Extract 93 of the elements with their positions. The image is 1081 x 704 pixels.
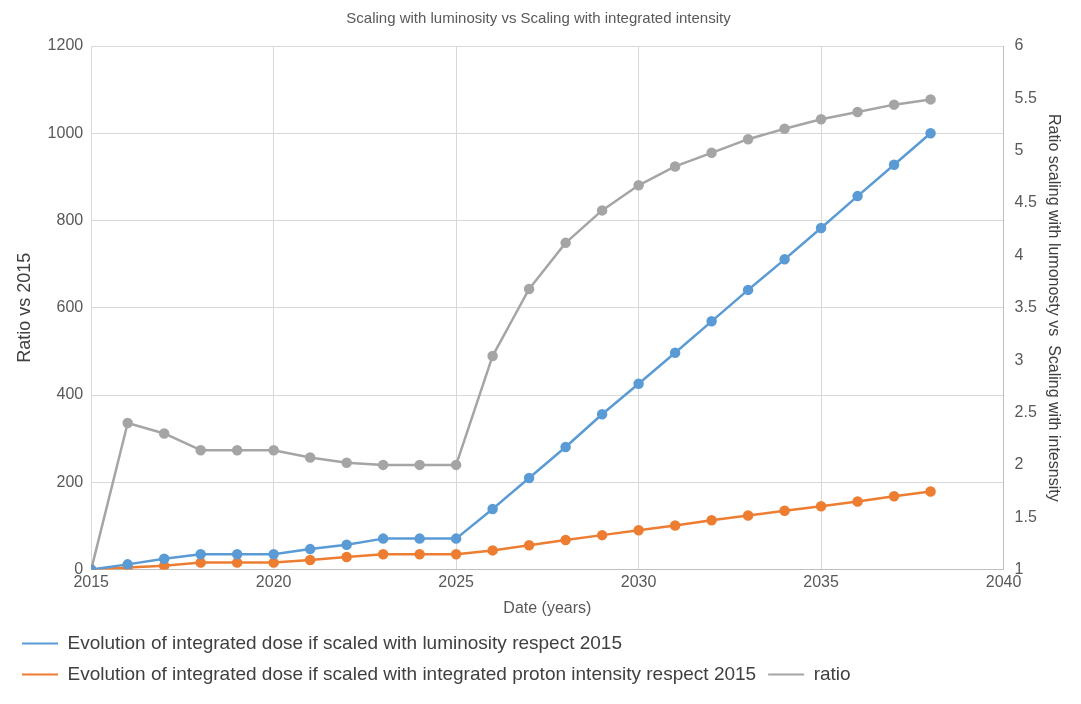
y2-tick-label: 2: [1014, 455, 1024, 473]
point: [450, 533, 462, 544]
point: [487, 545, 498, 556]
point: [450, 459, 462, 471]
y2-tick-label: 3: [1014, 350, 1024, 368]
y-tick-label: 1200: [47, 36, 84, 54]
y2-tick-label: 6: [1014, 36, 1024, 54]
point: [341, 551, 352, 563]
point: [414, 549, 425, 560]
point: [706, 515, 717, 526]
point: [414, 459, 425, 471]
y2-tick-label: 2.5: [1014, 402, 1037, 420]
point: [888, 491, 900, 502]
point: [596, 409, 608, 420]
point: [633, 180, 644, 191]
point: [158, 553, 170, 564]
y2-tick-label: 3.5: [1014, 298, 1037, 316]
point: [742, 510, 754, 521]
point: [779, 123, 790, 134]
point: [414, 533, 425, 544]
point: [341, 539, 352, 550]
y-tick-label: 800: [56, 210, 84, 228]
point: [304, 452, 316, 463]
point: [268, 444, 279, 456]
y2-tick-label: 4.5: [1014, 193, 1037, 211]
point: [888, 159, 900, 170]
point: [742, 284, 754, 296]
point: [925, 486, 936, 497]
point: [852, 190, 863, 202]
y-tick-label: 400: [56, 385, 84, 403]
point: [341, 457, 352, 469]
point: [377, 533, 389, 544]
point: [487, 350, 498, 362]
point: [560, 534, 571, 546]
point: [669, 161, 681, 172]
point: [195, 444, 206, 456]
x-tick-label: 2020: [255, 572, 292, 590]
point: [268, 549, 279, 560]
point: [304, 554, 316, 566]
x-tick-label: 2025: [438, 572, 475, 590]
point: [888, 99, 900, 110]
point: [231, 549, 243, 560]
y2-axis-title: Ratio scaling with lumonosty vs Scaling with intesnsity: [1045, 113, 1063, 502]
point: [487, 503, 498, 515]
chart-title: Scaling with luminosity vs Scaling with integrated intensity: [346, 9, 732, 27]
y-tick-label: 600: [56, 298, 84, 316]
x-tick-label: 2030: [620, 572, 657, 590]
point: [596, 205, 608, 216]
point: [450, 549, 462, 560]
point: [158, 428, 170, 439]
point: [815, 114, 827, 125]
point: [706, 316, 717, 327]
point: [925, 94, 936, 105]
point: [231, 557, 243, 568]
y-tick-label: 1000: [47, 123, 84, 141]
point: [377, 459, 389, 471]
point: [377, 549, 389, 560]
point: [560, 441, 571, 453]
point: [779, 254, 790, 265]
y2-tick-label: 5: [1014, 141, 1024, 159]
y2-tick-label: 1.5: [1014, 507, 1037, 525]
point: [633, 525, 644, 536]
y-tick-label: 200: [56, 472, 84, 490]
point: [742, 133, 754, 145]
point: [633, 378, 644, 389]
point: [815, 501, 827, 512]
y2-tick-label: 4: [1014, 245, 1024, 263]
point: [523, 539, 535, 551]
point: [560, 237, 571, 249]
legend-label: ratio: [813, 662, 851, 684]
y2-tick-label: 5.5: [1014, 88, 1037, 106]
point: [669, 520, 681, 531]
y-axis-title: Ratio vs 2015: [13, 252, 34, 363]
point: [523, 283, 535, 295]
legend-label: Evolution of integrated dose if scaled with luminosity respect 2015: [67, 631, 622, 653]
point: [852, 496, 863, 507]
point: [815, 222, 827, 234]
point: [268, 557, 279, 568]
point: [706, 147, 717, 159]
x-tick-label: 2035: [803, 572, 839, 590]
point: [925, 128, 936, 139]
point: [779, 505, 790, 516]
point: [669, 347, 681, 358]
legend-label: Evolution of integrated dose if scaled with integrated proton intensity respect 2015: [67, 662, 757, 684]
point: [596, 529, 608, 541]
point: [231, 444, 243, 456]
point: [304, 543, 316, 555]
point: [195, 549, 206, 560]
point: [122, 417, 133, 429]
point: [195, 557, 206, 568]
point: [523, 472, 535, 484]
x-axis-title: Date (years): [503, 598, 592, 616]
point: [852, 106, 863, 118]
